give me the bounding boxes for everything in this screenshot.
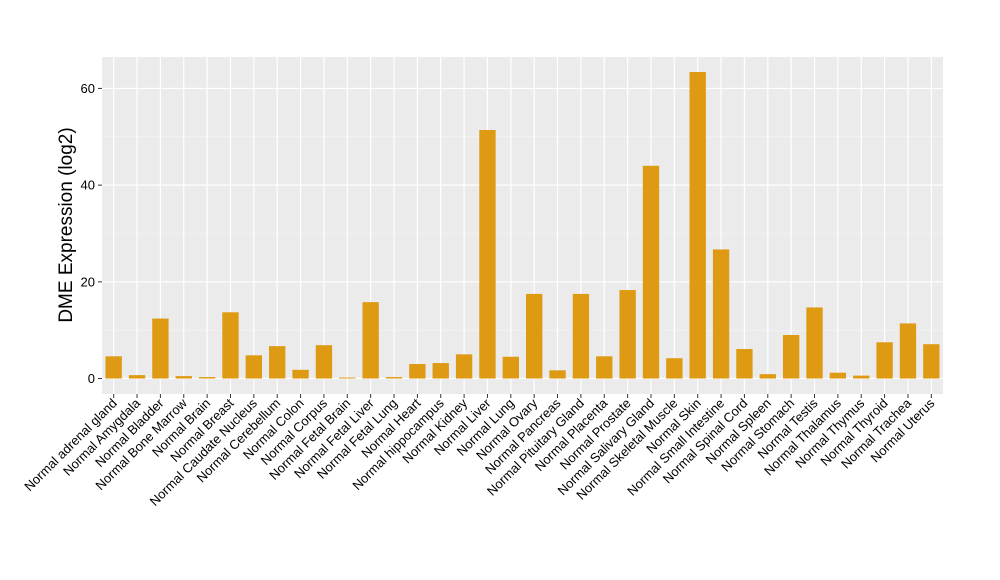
bar <box>409 364 426 379</box>
bar <box>712 249 730 379</box>
y-tick-label: 40 <box>81 178 95 193</box>
bar <box>128 375 146 379</box>
bars <box>105 71 940 379</box>
bar <box>806 307 823 379</box>
bar <box>829 372 847 379</box>
bar <box>666 358 683 379</box>
bar <box>689 71 706 379</box>
bar <box>198 377 216 379</box>
y-axis-label: DME Expression (log2) <box>56 127 77 322</box>
bar <box>596 356 613 379</box>
bar <box>619 290 636 379</box>
bar <box>853 375 870 379</box>
bar <box>923 344 940 379</box>
bar <box>759 374 776 379</box>
bar <box>526 293 543 379</box>
bar <box>152 318 169 379</box>
bar <box>245 355 263 379</box>
bar <box>899 323 917 379</box>
bar <box>876 342 893 379</box>
bar <box>782 335 800 379</box>
bar <box>339 377 356 379</box>
bar <box>269 346 286 379</box>
bar <box>222 312 239 379</box>
plot-panel <box>102 57 943 394</box>
bar <box>479 130 496 379</box>
bar <box>572 293 590 379</box>
y-tick-label: 0 <box>88 371 95 386</box>
bar <box>292 369 309 379</box>
bar <box>549 370 566 379</box>
bar <box>642 165 660 379</box>
bar <box>736 349 753 379</box>
bar <box>362 302 379 379</box>
bar <box>105 356 122 379</box>
bar <box>455 354 473 379</box>
y-tick-label: 60 <box>81 81 95 96</box>
bar <box>315 345 333 379</box>
grid-lines <box>102 57 943 394</box>
bar <box>502 356 519 379</box>
bar <box>385 377 403 379</box>
bar <box>432 363 449 379</box>
bar <box>175 376 192 379</box>
y-tick-label: 20 <box>81 274 95 289</box>
